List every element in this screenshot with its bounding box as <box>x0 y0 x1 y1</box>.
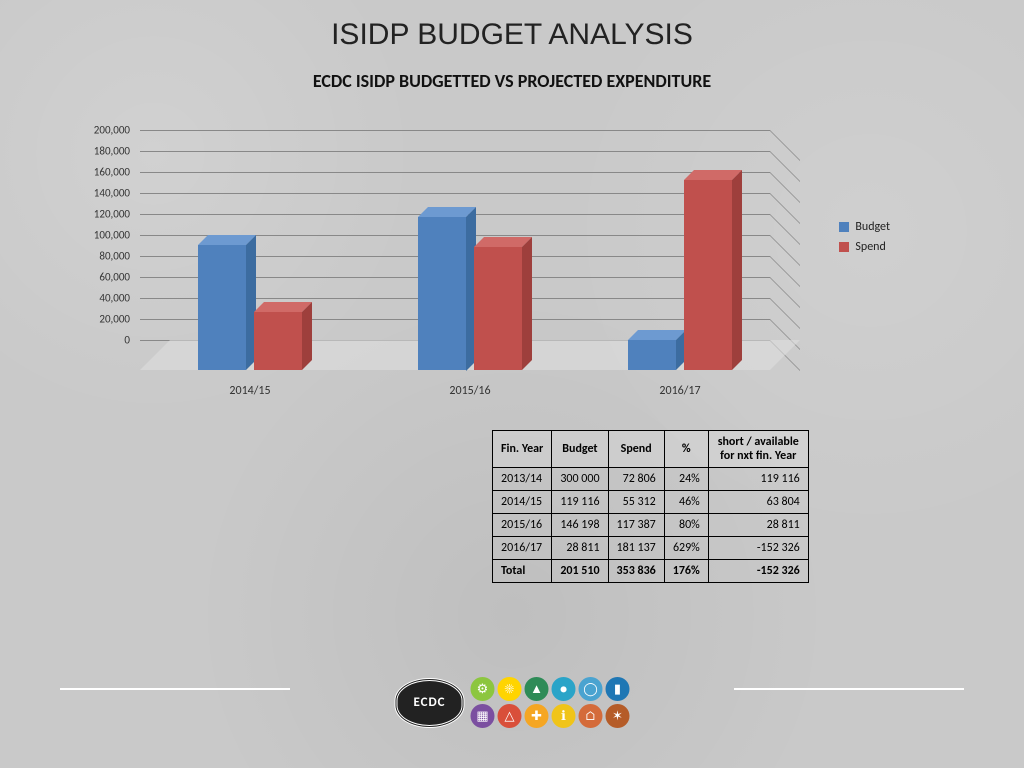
bar-spend-2015-16 <box>474 247 522 370</box>
table-total-cell: 201 510 <box>552 560 608 583</box>
table-cell-year: 2014/15 <box>493 491 552 514</box>
footer-badge-icon: ℹ <box>552 704 576 728</box>
bar-budget-2016-17 <box>628 340 676 370</box>
footer-logo-strip: ECDC ⚙☀▲●◯▮ ▦△✚ℹ⌂✶ <box>395 677 630 728</box>
table-row: 2016/1728 811181 137629%-152 326 <box>493 537 809 560</box>
bar-budget-2014-15 <box>198 245 246 370</box>
y-axis-tick: 200,000 <box>60 124 130 137</box>
table-row: 2015/16146 198117 38780%28 811 <box>493 514 809 537</box>
table-cell-value: 63 804 <box>708 491 808 514</box>
x-axis-tick: 2014/15 <box>229 384 270 398</box>
footer-icon-grid: ⚙☀▲●◯▮ ▦△✚ℹ⌂✶ <box>471 677 630 728</box>
footer-badge-icon: ▦ <box>471 704 495 728</box>
table-cell-value: 46% <box>664 491 708 514</box>
table-header: Budget <box>552 431 608 468</box>
table-cell-value: 72 806 <box>608 468 664 491</box>
plot-area: 2014/152015/162016/17 <box>140 130 770 370</box>
table-cell-value: 28 811 <box>708 514 808 537</box>
table-cell-value: 119 116 <box>552 491 608 514</box>
table-cell-value: 80% <box>664 514 708 537</box>
table-cell-value: 24% <box>664 468 708 491</box>
footer-badge-icon: ◯ <box>579 677 603 701</box>
table-cell-value: 629% <box>664 537 708 560</box>
chart-legend: Budget Spend <box>839 220 890 260</box>
table-header: Fin. Year <box>493 431 552 468</box>
legend-swatch-budget <box>839 222 849 232</box>
footer-badge-icon: ✚ <box>525 704 549 728</box>
legend-item-budget: Budget <box>839 220 890 234</box>
footer-badge-icon: ● <box>552 677 576 701</box>
x-axis-tick: 2015/16 <box>449 384 490 398</box>
bar-spend-2016-17 <box>684 180 732 370</box>
y-axis-tick: 60,000 <box>60 271 130 284</box>
footer-badge-icon: ⌂ <box>579 704 603 728</box>
x-axis-tick: 2016/17 <box>659 384 700 398</box>
ecdc-logo-icon: ECDC <box>395 678 465 728</box>
table-total-cell: -152 326 <box>708 560 808 583</box>
footer-badge-icon: ☀ <box>498 677 522 701</box>
table-row: 2013/14300 00072 80624%119 116 <box>493 468 809 491</box>
table-row: 2014/15119 11655 31246%63 804 <box>493 491 809 514</box>
table-cell-value: 28 811 <box>552 537 608 560</box>
footer-badge-icon: ⚙ <box>471 677 495 701</box>
footer-badge-icon: ▮ <box>606 677 630 701</box>
y-axis-tick: 160,000 <box>60 166 130 179</box>
table-total-cell: 353 836 <box>608 560 664 583</box>
y-axis-tick: 20,000 <box>60 313 130 326</box>
bar-spend-2014-15 <box>254 312 302 370</box>
legend-label-spend: Spend <box>855 240 885 254</box>
y-axis-tick: 0 <box>60 334 130 347</box>
table-cell-year: 2013/14 <box>493 468 552 491</box>
table-cell-value: 181 137 <box>608 537 664 560</box>
table-cell-value: 117 387 <box>608 514 664 537</box>
table-cell-year: 2015/16 <box>493 514 552 537</box>
table-total-row: Total201 510353 836176%-152 326 <box>493 560 809 583</box>
table-header: Spend <box>608 431 664 468</box>
table-total-cell: Total <box>493 560 552 583</box>
table-header: % <box>664 431 708 468</box>
table-cell-year: 2016/17 <box>493 537 552 560</box>
table-cell-value: 55 312 <box>608 491 664 514</box>
table-header: short / available for nxt fin. Year <box>708 431 808 468</box>
legend-item-spend: Spend <box>839 240 890 254</box>
table-cell-value: 119 116 <box>708 468 808 491</box>
bar-budget-2015-16 <box>418 217 466 371</box>
legend-label-budget: Budget <box>855 220 890 234</box>
table-cell-value: 146 198 <box>552 514 608 537</box>
y-axis-tick: 100,000 <box>60 229 130 242</box>
y-axis-tick: 80,000 <box>60 250 130 263</box>
y-axis-tick: 140,000 <box>60 187 130 200</box>
legend-swatch-spend <box>839 242 849 252</box>
budget-table: Fin. YearBudgetSpend%short / available f… <box>492 430 809 583</box>
gridline <box>140 172 770 173</box>
table-cell-value: -152 326 <box>708 537 808 560</box>
gridline <box>140 193 770 194</box>
table-cell-value: 300 000 <box>552 468 608 491</box>
budget-chart: 0 20,000 40,000 60,000 80,000 100,000 120,000 1… <box>60 120 890 410</box>
footer-rule-left <box>60 688 290 690</box>
gridline <box>140 151 770 152</box>
y-axis-tick: 180,000 <box>60 145 130 158</box>
y-axis-tick: 40,000 <box>60 292 130 305</box>
y-axis-tick: 120,000 <box>60 208 130 221</box>
footer-badge-icon: ✶ <box>606 704 630 728</box>
chart-title: ECDC ISIDP BUDGETTED VS PROJECTED EXPEND… <box>0 52 1024 92</box>
page-title: ISIDP BUDGET ANALYSIS <box>0 0 1024 52</box>
footer-badge-icon: ▲ <box>525 677 549 701</box>
footer-rule-right <box>734 688 964 690</box>
gridline <box>140 130 770 131</box>
table-total-cell: 176% <box>664 560 708 583</box>
footer-badge-icon: △ <box>498 704 522 728</box>
